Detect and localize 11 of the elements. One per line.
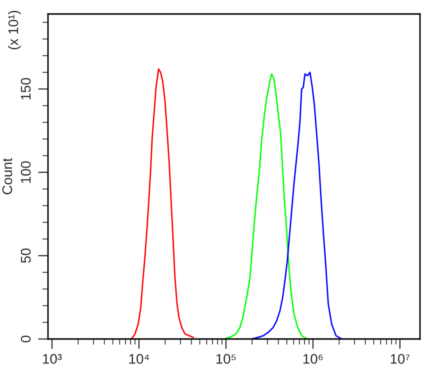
x-tick-label: 10⁷	[390, 354, 410, 364]
y-axis-title: Count	[2, 158, 12, 194]
x-tick-label: 10⁶	[303, 354, 323, 364]
y-tick-label: 0	[20, 336, 31, 342]
y-tick-label: 100	[20, 161, 31, 183]
x-tick-label: 10⁴	[129, 354, 149, 364]
x-tick-label: 10³	[43, 354, 62, 364]
y-tick-label: 50	[20, 248, 31, 263]
text: (x 10¹)	[8, 10, 21, 50]
x-tick-label: 10⁵	[216, 354, 236, 364]
y-tick-label: 150	[20, 78, 31, 100]
